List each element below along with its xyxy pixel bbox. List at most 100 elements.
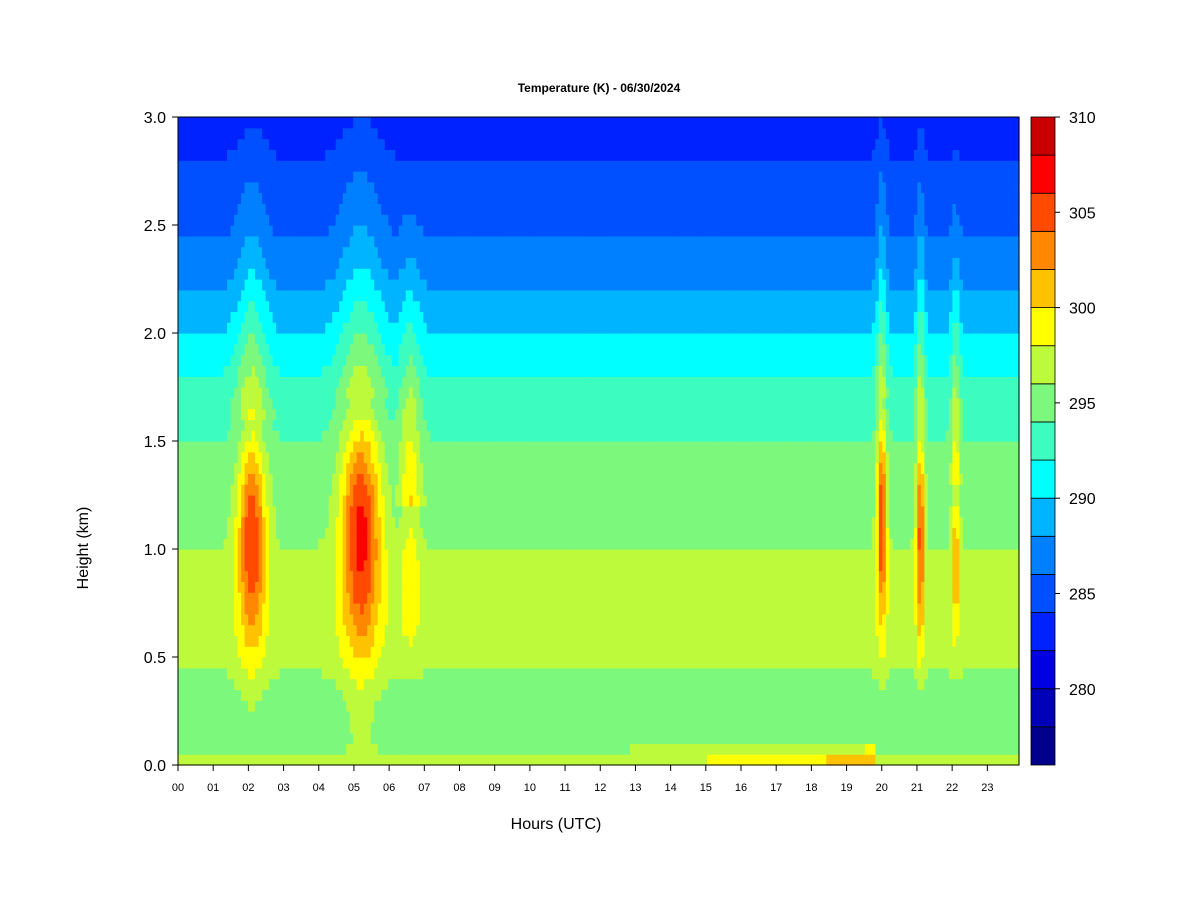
heatmap-cell bbox=[185, 646, 190, 658]
heatmap-cell bbox=[416, 192, 421, 204]
heatmap-cell bbox=[202, 397, 207, 410]
heatmap-cell bbox=[227, 311, 232, 323]
heatmap-cell bbox=[213, 354, 218, 366]
heatmap-cell bbox=[412, 257, 417, 269]
heatmap-cell bbox=[244, 570, 249, 582]
heatmap-cell bbox=[216, 505, 221, 518]
heatmap-cell bbox=[185, 203, 190, 215]
heatmap-cell bbox=[255, 473, 260, 485]
heatmap-cell bbox=[213, 397, 218, 410]
heatmap-cell bbox=[342, 667, 347, 680]
heatmap-cell bbox=[223, 171, 228, 183]
heatmap-cell bbox=[458, 549, 463, 561]
heatmap-cell bbox=[223, 667, 228, 680]
heatmap-cell bbox=[433, 484, 438, 496]
heatmap-cell bbox=[461, 214, 466, 226]
heatmap-cell bbox=[409, 430, 414, 442]
heatmap-cell bbox=[321, 300, 326, 312]
heatmap-cell bbox=[346, 689, 351, 701]
heatmap-cell bbox=[363, 419, 368, 431]
heatmap-cell bbox=[447, 311, 452, 323]
heatmap-cell bbox=[262, 181, 267, 194]
heatmap-cell bbox=[283, 732, 288, 744]
heatmap-cell bbox=[391, 581, 396, 593]
heatmap-cell bbox=[339, 505, 344, 518]
heatmap-cell bbox=[241, 365, 246, 377]
heatmap-cell bbox=[325, 225, 330, 237]
heatmap-cell bbox=[262, 667, 267, 680]
heatmap-cell bbox=[195, 430, 200, 442]
heatmap-cell bbox=[237, 743, 242, 755]
heatmap-cell bbox=[251, 678, 256, 690]
heatmap-cell bbox=[209, 365, 214, 377]
heatmap-cell bbox=[321, 678, 326, 690]
heatmap-cell bbox=[251, 376, 256, 388]
heatmap-cell bbox=[237, 235, 242, 248]
heatmap-cell bbox=[325, 127, 330, 140]
heatmap-cell bbox=[339, 613, 344, 626]
heatmap-cell bbox=[241, 603, 246, 615]
heatmap-cell bbox=[255, 549, 260, 561]
heatmap-cell bbox=[409, 732, 414, 744]
heatmap-cell bbox=[430, 149, 435, 161]
heatmap-cell bbox=[286, 581, 291, 593]
heatmap-cell bbox=[311, 257, 316, 269]
heatmap-cell bbox=[430, 592, 435, 604]
heatmap-cell bbox=[342, 192, 347, 204]
heatmap-cell bbox=[209, 333, 214, 345]
heatmap-cell bbox=[227, 678, 232, 690]
heatmap-cell bbox=[381, 570, 386, 582]
heatmap-cell bbox=[458, 505, 463, 518]
heatmap-cell bbox=[269, 430, 274, 442]
heatmap-cell bbox=[405, 603, 410, 615]
heatmap-cell bbox=[409, 149, 414, 161]
heatmap-cell bbox=[342, 235, 347, 248]
heatmap-cell bbox=[307, 570, 312, 582]
heatmap-cell bbox=[314, 516, 319, 528]
heatmap-cell bbox=[255, 689, 260, 701]
heatmap-cell bbox=[195, 376, 200, 388]
heatmap-cell bbox=[188, 289, 193, 302]
heatmap-cell bbox=[377, 365, 382, 377]
heatmap-cell bbox=[374, 559, 379, 572]
heatmap-cell bbox=[426, 257, 431, 269]
heatmap-cell bbox=[272, 300, 277, 312]
heatmap-cell bbox=[216, 225, 221, 237]
heatmap-cell bbox=[367, 171, 372, 183]
heatmap-cell bbox=[328, 484, 333, 496]
heatmap-cell bbox=[377, 732, 382, 744]
heatmap-cell bbox=[279, 754, 284, 766]
heatmap-cell bbox=[290, 721, 295, 734]
heatmap-cell bbox=[318, 138, 323, 150]
heatmap-cell bbox=[398, 667, 403, 680]
heatmap-cell bbox=[444, 138, 449, 150]
heatmap-cell bbox=[412, 268, 417, 280]
heatmap-cell bbox=[216, 603, 221, 615]
heatmap-cell bbox=[461, 549, 466, 561]
heatmap-cell bbox=[290, 754, 295, 766]
heatmap-cell bbox=[363, 484, 368, 496]
heatmap-cell bbox=[251, 592, 256, 604]
heatmap-cell bbox=[409, 549, 414, 561]
heatmap-cell bbox=[290, 171, 295, 183]
heatmap-cell bbox=[391, 203, 396, 215]
heatmap-cell bbox=[195, 289, 200, 302]
heatmap-cell bbox=[395, 484, 400, 496]
heatmap-cell bbox=[206, 192, 211, 204]
heatmap-cell bbox=[227, 225, 232, 237]
heatmap-cell bbox=[447, 754, 452, 766]
heatmap-cell bbox=[412, 376, 417, 388]
heatmap-cell bbox=[465, 343, 470, 356]
heatmap-cell bbox=[451, 603, 456, 615]
heatmap-cell bbox=[234, 192, 239, 204]
heatmap-cell bbox=[346, 451, 351, 464]
heatmap-cell bbox=[230, 473, 235, 485]
heatmap-cell bbox=[314, 322, 319, 334]
heatmap-cell bbox=[423, 160, 428, 172]
heatmap-cell bbox=[430, 527, 435, 539]
heatmap-cell bbox=[416, 289, 421, 302]
heatmap-cell bbox=[388, 127, 393, 140]
heatmap-cell bbox=[276, 343, 281, 356]
heatmap-cell bbox=[328, 635, 333, 647]
heatmap-cell bbox=[251, 181, 256, 194]
